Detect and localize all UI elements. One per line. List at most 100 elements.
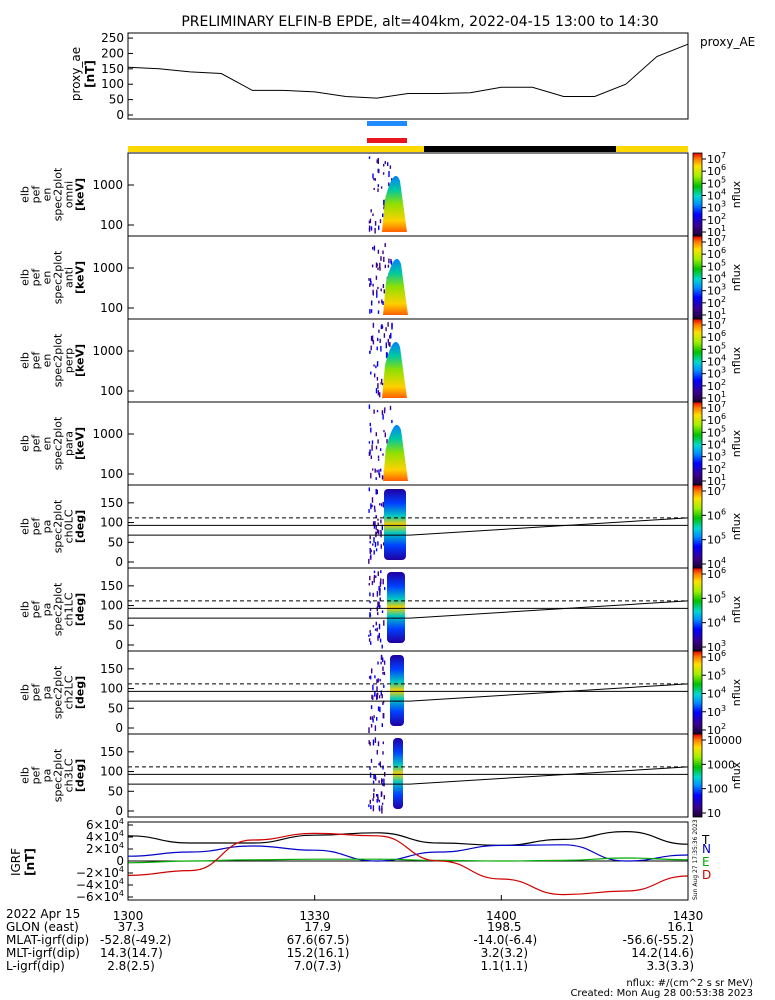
pitch-angle-tick-label: 0 [115,721,123,735]
colorbar-tick-label: 102 [707,378,726,393]
spectrogram-pixel [382,501,384,508]
colorbar-exponent: 6 [721,566,726,575]
colorbar-exponent: 6 [721,649,726,658]
spectrogram-pixel [373,187,375,190]
spectrogram-pixel [369,218,372,224]
colorbar-base: 10 [707,260,721,273]
spectrogram-pixel [380,382,382,385]
spectrogram-pixel [374,221,377,226]
pitch-angle-distribution [393,738,403,809]
colorbar-base: 10 [707,202,721,215]
colorbar [692,235,703,320]
igrf-panel: IGRF [nT] 6×1044×1042×1040−2×104−4×104−6… [9,817,711,904]
igrf-tick-coef: 2 [86,866,94,880]
spectrogram-pixel [378,799,381,803]
colorbar-tick-label: 102 [707,461,726,476]
spectrogram-pixel [383,289,385,294]
colorbar-tick-label: 106 [707,649,726,664]
spectrogram-pixel [368,558,370,564]
panel-ylabel-line: pa [41,686,54,700]
spectrogram-pixel [374,542,377,548]
panel-ylabel-line: elb [19,352,32,369]
proxy-ae-tick-label: 200 [101,46,124,60]
colorbar-tick-label: 106 [707,329,726,344]
spectrogram-pixel [380,570,382,574]
spectrogram-pixel [373,788,375,792]
spectrogram-pixel [372,521,375,526]
colorbar-tick-label: 106 [707,566,726,581]
colorbar-tick-label: 103 [707,704,726,719]
spectrogram-pixel [368,404,371,409]
colorbar-base: 10 [707,463,721,476]
spectrogram-pixel [382,741,384,745]
colorbar-exponent: 4 [721,188,726,197]
spectrogram-pixel [372,340,375,345]
colorbar-base: 10 [707,439,721,452]
colorbar-base: 100 [707,783,728,796]
spectrogram-pixel [369,592,371,597]
spectrogram-pixel [372,625,375,628]
colorbar-tick-label: 103 [707,200,726,215]
spectrogram-pixel [370,805,372,810]
colorbar-tick-label: 103 [707,283,726,298]
igrf-tick-times: ×10 [94,842,119,856]
spectrogram-pixel [380,288,382,292]
colorbar-tick-label: 1000 [707,758,735,771]
colorbar-exponent: 4 [721,686,726,695]
colorbar-tick-label: 106 [707,163,726,178]
spectrogram-pixel [377,678,379,683]
colorbar-tick-label: 103 [707,639,726,654]
spectrogram-pixel [373,550,375,555]
colorbar-label: nflux [730,761,743,789]
energy-spectrogram-panel: 1000100elbpefenspec2plotpara[keV]1071061… [19,400,744,488]
colorbar-exponent: 3 [721,283,726,292]
spectrogram-pixel [383,430,385,433]
spectrogram-pixel [371,716,373,720]
colorbar-label: nflux [730,429,743,457]
colorbar-tick-label: 10 [707,807,721,820]
spectrogram-pixel [379,597,381,601]
panel-ylabel-line: en [41,188,54,202]
spectrogram-pixel [389,165,392,169]
spectrogram-pixel [382,578,384,585]
spectrogram-pixel [380,448,382,452]
igrf-stamp: Sun Aug 27 17:35:36 2023 [692,819,699,900]
spectrogram-pixel [377,458,380,461]
pitch-angle-spectrogram-panel: 150100500elbpefpaspec2plotch0LC[deg]1071… [19,483,744,571]
panel-ylabel-line: pef [30,185,43,204]
spectrogram-pixel [380,468,382,472]
spectrogram-pixel [370,371,372,375]
spectrogram-pixel [371,581,374,585]
proxy-ae-tick-label: 0 [116,108,124,122]
spectrogram-pixel [376,289,378,294]
colorbar-tick-label: 105 [707,590,726,605]
spectrogram-pixel [368,487,370,492]
spectrogram-pixel [376,292,378,298]
spectrogram-pixel [372,739,375,746]
colorbar-base: 10 [707,451,721,464]
pitch-angle-distribution [387,572,405,643]
colorbar-tick-label: 104 [707,354,726,369]
proxy-ae-tick-label: 150 [101,62,124,76]
spectrogram-pixel [371,694,373,700]
colorbar-tick-label: 106 [707,412,726,427]
spectrogram-pixel [383,660,386,665]
igrf-tick-exponent: 4 [119,877,124,886]
colorbar-exponent: 4 [721,437,726,446]
spectrogram-pixel [378,586,380,591]
spectrogram-pixel [385,327,387,332]
colorbar-base: 10 [707,319,721,332]
spectrogram-pixel [378,329,380,333]
spectrogram-pixel [372,213,374,216]
colorbar-base: 10 [707,706,721,719]
igrf-tick-coef: 2 [86,842,94,856]
spectrogram-pixel [379,638,382,643]
panel-ylabel-line: en [41,354,54,368]
spectrogram-pixel [384,587,386,590]
proxy-ae-ylabel: proxy_ae [nT] [69,47,97,101]
spectrogram-pixel [368,156,371,159]
spectrogram-pixel [368,220,371,224]
panel-background [128,236,688,319]
spectrogram-pixel [371,264,374,268]
colorbar-base: 10 [707,485,721,498]
